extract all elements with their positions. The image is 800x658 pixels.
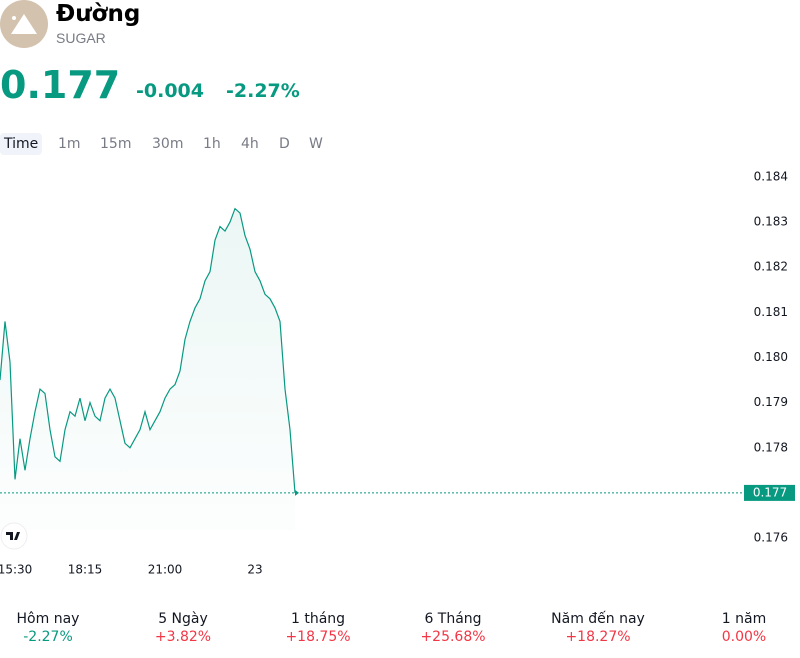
area-fill	[0, 208, 295, 530]
period-label[interactable]: Năm đến nay	[551, 611, 645, 627]
y-tick-label: 0.180	[754, 350, 788, 364]
y-tick-label: 0.182	[754, 260, 788, 274]
asset-symbol: SUGAR	[56, 30, 106, 46]
y-tick-label: 0.179	[754, 395, 788, 409]
period-change: +18.75%	[285, 629, 351, 645]
period-change: 0.00%	[721, 629, 767, 645]
period-change: +18.27%	[565, 629, 631, 645]
period-label[interactable]: 1 tháng	[290, 611, 346, 627]
y-tick-label: 0.178	[754, 440, 788, 454]
period-change: -2.27%	[23, 629, 73, 645]
last-price-badge	[744, 484, 795, 501]
asset-name: Đường	[56, 1, 141, 27]
period-label[interactable]: 6 Tháng	[424, 611, 482, 627]
interval-tab[interactable]: W	[309, 136, 323, 152]
interval-tab[interactable]: 15m	[100, 136, 132, 152]
interval-tab[interactable]: 4h	[241, 136, 259, 152]
price-change: -0.004	[136, 80, 204, 102]
period-change: +25.68%	[420, 629, 486, 645]
y-tick-label: 0.184	[754, 169, 788, 183]
x-tick-label: 18:15	[68, 563, 103, 577]
price: 0.177	[0, 63, 121, 107]
interval-tab[interactable]: 1m	[58, 136, 81, 152]
tradingview-logo[interactable]	[0, 522, 28, 550]
period-change: +3.82%	[154, 629, 212, 645]
x-tick-label: 21:00	[148, 563, 183, 577]
logo-icon	[0, 0, 48, 48]
y-tick-label: 0.176	[754, 531, 788, 545]
period-label[interactable]: 1 năm	[721, 611, 767, 627]
price-change-percent: -2.27%	[226, 80, 300, 102]
time-tab[interactable]: Time	[0, 133, 43, 155]
x-tick-label: 23	[247, 563, 262, 577]
y-tick-label: 0.181	[754, 305, 788, 319]
y-tick-label: 0.183	[754, 215, 788, 229]
period-label[interactable]: 5 Ngày	[158, 611, 208, 627]
period-label[interactable]: Hôm nay	[16, 611, 80, 627]
interval-tab[interactable]: D	[279, 136, 290, 152]
interval-tab[interactable]: 1h	[203, 136, 221, 152]
last-price-label: 0.177	[753, 485, 787, 499]
interval-tab[interactable]: 30m	[152, 136, 184, 152]
last-price-marker	[295, 489, 299, 496]
x-tick-label: 15:30	[0, 563, 32, 577]
price-line	[0, 207, 296, 493]
